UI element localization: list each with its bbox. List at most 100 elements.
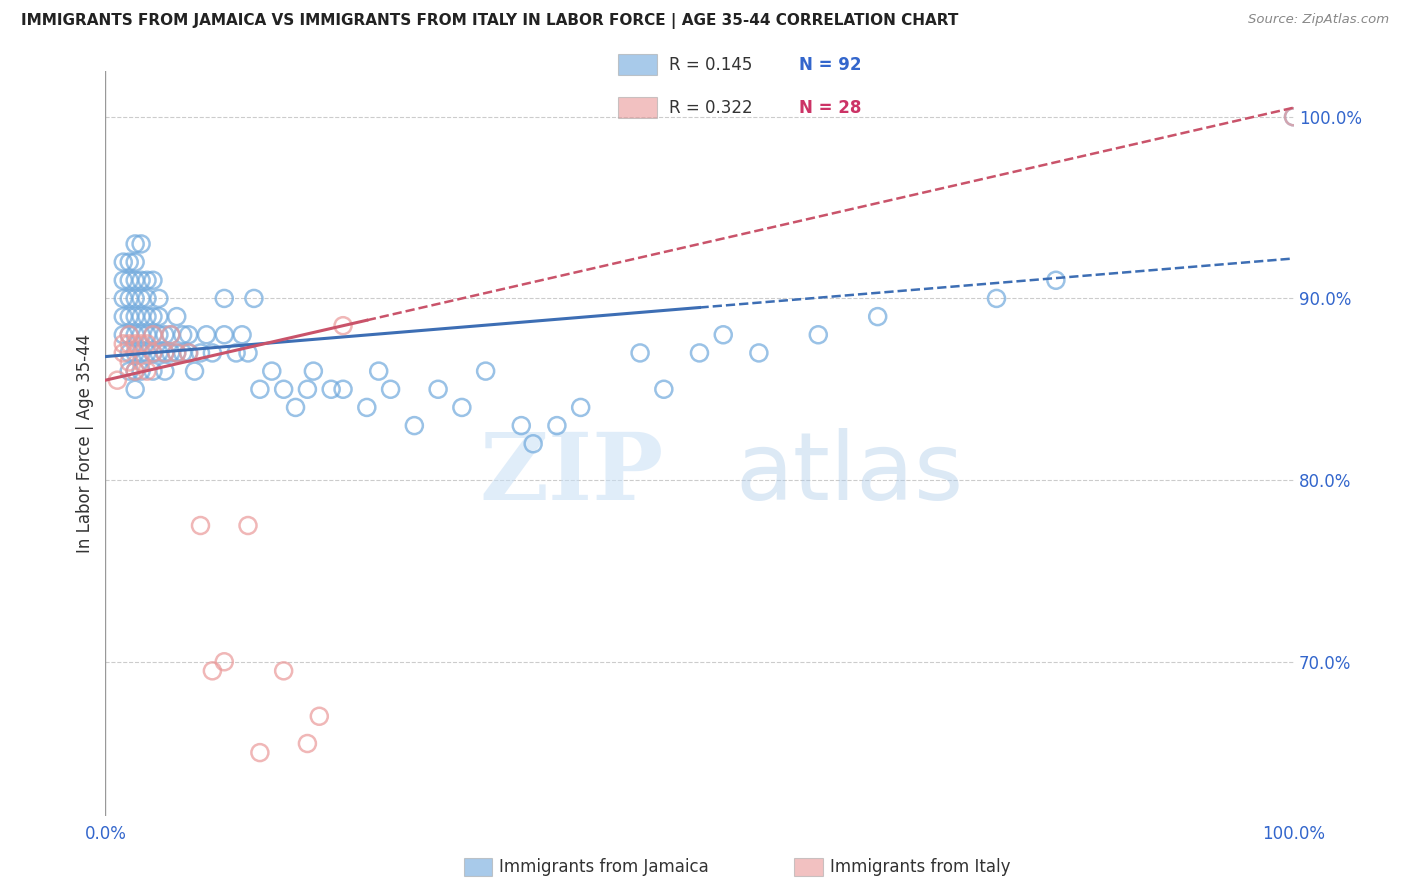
Point [124,364,146,378]
Text: Source: ZipAtlas.com: Source: ZipAtlas.com [1249,13,1389,27]
Point [112,273,135,287]
Point [153,346,176,360]
Point [190,518,212,533]
Point [124,310,146,324]
Point [142,327,165,342]
Point [166,310,188,324]
Point [427,382,450,396]
Point [404,418,426,433]
Point [136,336,159,351]
Point [183,364,205,378]
Point [136,310,159,324]
Point [166,346,188,360]
Point [652,382,675,396]
Point [129,336,152,351]
Point [190,346,212,360]
Point [748,346,770,360]
Point [118,364,141,378]
Point [308,709,330,723]
Y-axis label: In Labor Force | Age 35-44: In Labor Force | Age 35-44 [76,334,94,553]
Point [284,401,307,415]
Point [118,346,141,360]
Point [118,255,141,269]
Point [231,327,253,342]
Point [118,327,141,342]
Bar [617,97,657,118]
Point [142,346,165,360]
Point [236,518,259,533]
Point [124,255,146,269]
Point [1045,273,1067,287]
Point [321,382,343,396]
Point [1282,110,1305,124]
Point [129,273,152,287]
Point [129,355,152,369]
Point [297,382,319,396]
Point [450,401,472,415]
Point [112,346,135,360]
Point [129,346,152,360]
Point [118,310,141,324]
Point [129,327,152,342]
Point [260,364,283,378]
Point [112,336,135,351]
Point [302,364,325,378]
Point [159,327,181,342]
Point [159,346,181,360]
Point [112,327,135,342]
Point [148,346,170,360]
Point [142,273,165,287]
Point [986,292,1008,306]
Point [142,364,165,378]
Point [148,327,170,342]
Text: R = 0.322: R = 0.322 [669,99,752,117]
Point [153,327,176,342]
Point [148,310,170,324]
Point [201,346,224,360]
Point [142,310,165,324]
Point [177,346,200,360]
Point [136,273,159,287]
Point [172,346,194,360]
Point [124,382,146,396]
Point [136,364,159,378]
Point [1282,110,1305,124]
Point [166,346,188,360]
Point [546,418,568,433]
Point [129,236,152,251]
Point [177,346,200,360]
Point [159,327,181,342]
Text: Immigrants from Jamaica: Immigrants from Jamaica [499,858,709,876]
Point [112,310,135,324]
Point [522,436,544,450]
Point [273,382,295,396]
Point [136,346,159,360]
Point [214,292,236,306]
Point [142,346,165,360]
Point [148,292,170,306]
Point [225,346,247,360]
Text: Immigrants from Italy: Immigrants from Italy [830,858,1010,876]
Point [129,364,152,378]
Point [474,364,496,378]
Point [124,364,146,378]
Point [243,292,266,306]
Point [136,327,159,342]
Point [195,327,218,342]
Point [332,382,354,396]
Point [297,737,319,751]
Point [172,327,194,342]
Point [136,292,159,306]
Point [129,292,152,306]
Point [380,382,402,396]
Point [118,273,141,287]
Point [153,346,176,360]
Point [118,327,141,342]
Point [105,373,128,387]
Point [124,236,146,251]
Point [866,310,889,324]
Point [367,364,389,378]
Point [249,746,271,760]
Point [201,664,224,678]
Point [569,401,592,415]
